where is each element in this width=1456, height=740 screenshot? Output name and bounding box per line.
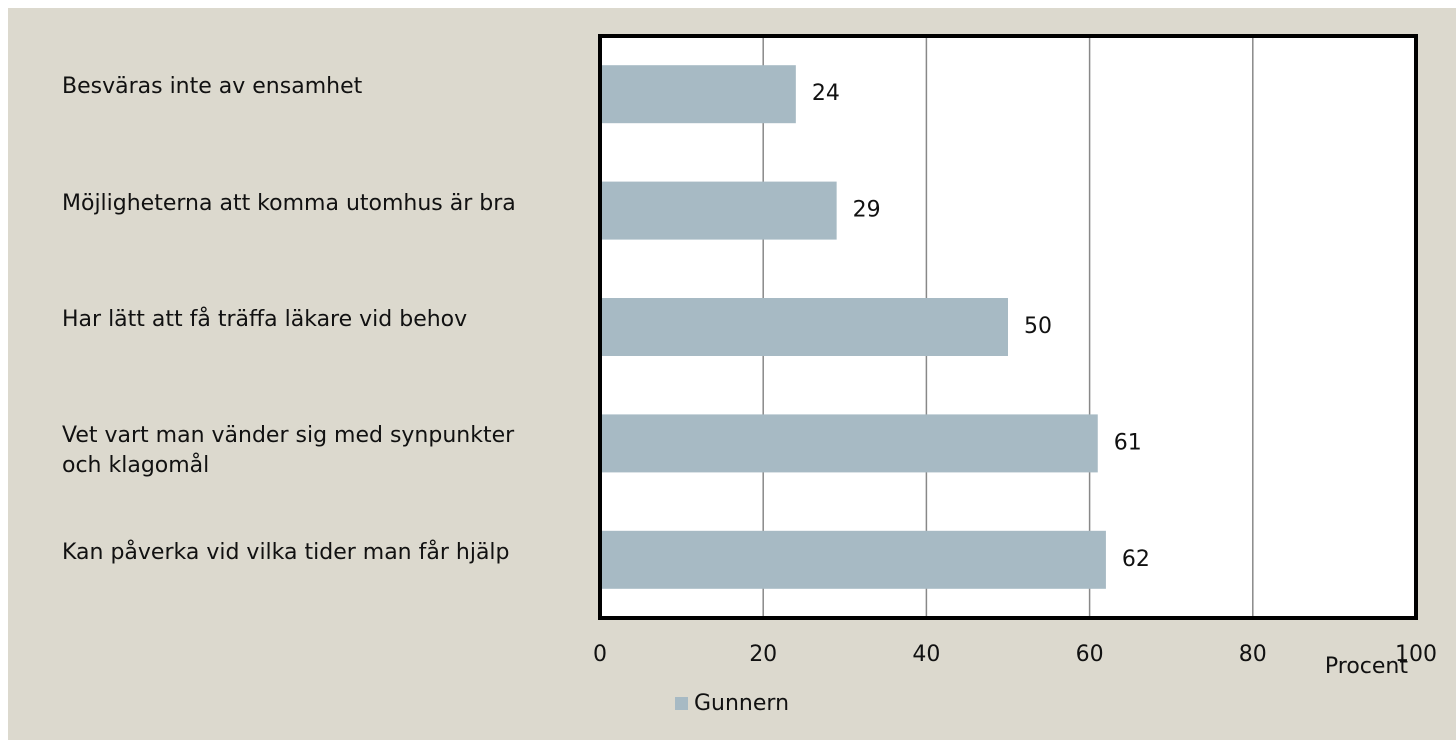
data-label: 62 — [1122, 547, 1150, 572]
data-label: 61 — [1114, 430, 1142, 455]
data-label: 29 — [853, 198, 881, 223]
y-tick-label: Besväras inte av ensamhet — [62, 74, 363, 100]
bar — [600, 414, 1098, 473]
x-axis-label: Procent — [1325, 654, 1408, 679]
x-tick-label: 40 — [912, 642, 940, 667]
bar — [600, 181, 837, 240]
x-tick-label: 100 — [1395, 642, 1437, 667]
data-label: 24 — [812, 81, 840, 106]
plot-border — [598, 34, 1418, 620]
legend-label: Gunnern — [694, 691, 789, 716]
x-tick-label: 20 — [749, 642, 777, 667]
y-tick-label: Har lätt att få träffa läkare vid behov — [62, 307, 468, 332]
bar — [600, 298, 1008, 356]
x-tick-label: 80 — [1239, 642, 1267, 667]
x-tick-label: 60 — [1076, 642, 1104, 667]
y-tick-label: Vet vart man vänder sig med synpunkter o… — [62, 423, 515, 479]
bar — [600, 65, 796, 124]
bar — [600, 530, 1106, 589]
legend-swatch — [675, 697, 688, 710]
y-tick-label: Kan påverka vid vilka tider man får hjäl… — [62, 539, 510, 565]
x-tick-label: 0 — [593, 642, 607, 667]
data-label: 50 — [1024, 314, 1052, 339]
y-tick-label: Möjligheterna att komma utomhus är bra — [62, 190, 516, 216]
